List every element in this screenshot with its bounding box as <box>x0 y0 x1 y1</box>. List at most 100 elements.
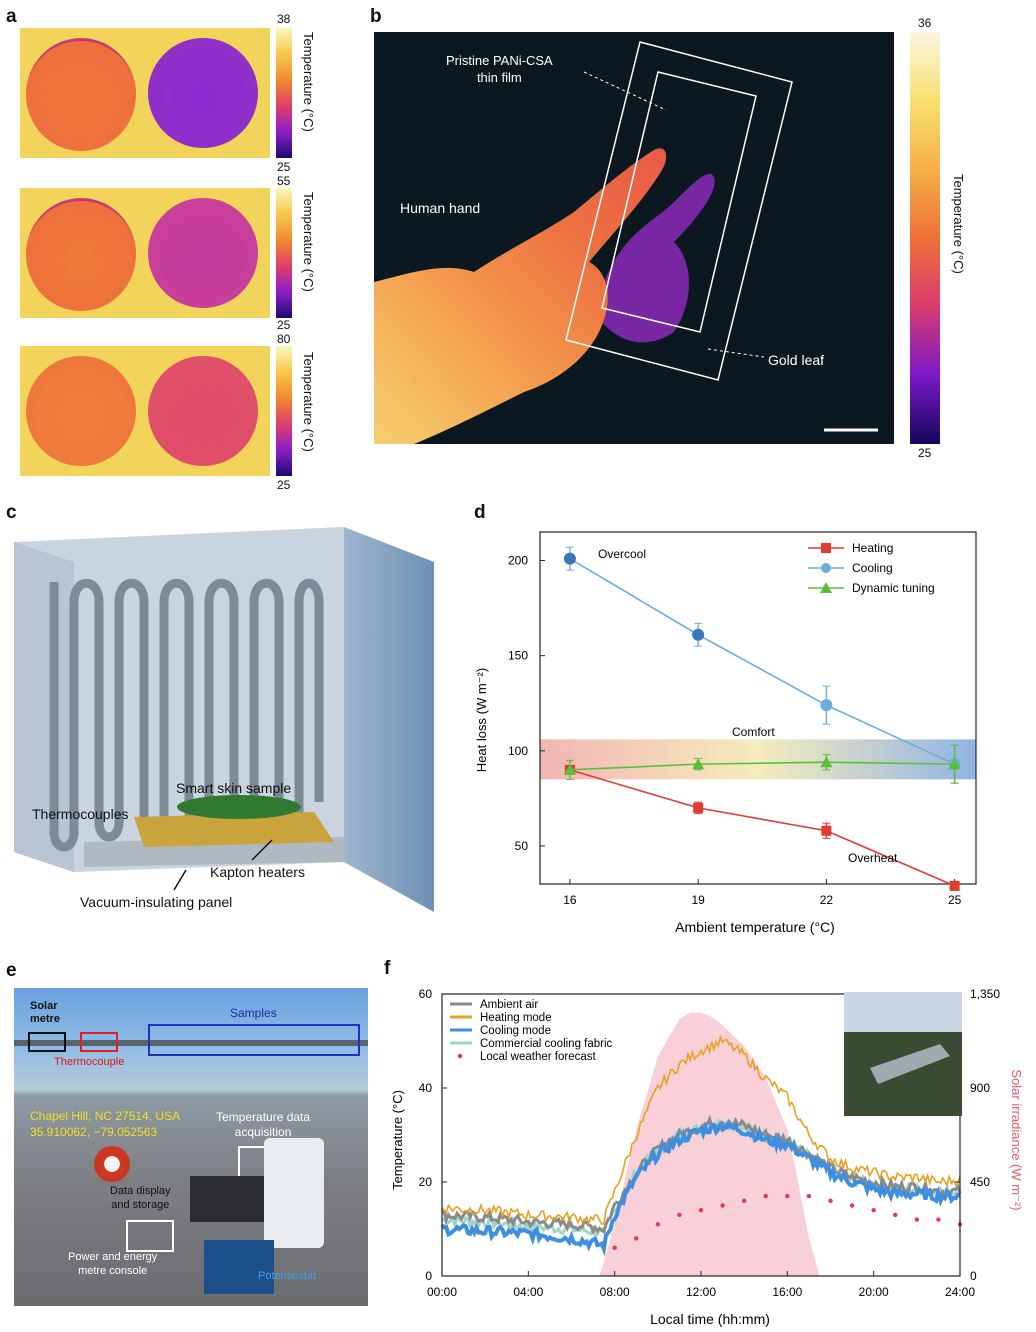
forecast-point <box>871 1208 876 1213</box>
cbar2-title: Temperature (°C) <box>301 192 316 292</box>
data-point <box>692 758 705 770</box>
location-line1: Chapel Hill, NC 27514, USA <box>30 1109 181 1123</box>
legend-label: Cooling <box>852 561 893 575</box>
hand-label: Human hand <box>400 200 481 216</box>
data-point <box>563 552 576 565</box>
x-tick-label: 20:00 <box>859 1285 889 1299</box>
inset-rack <box>870 1044 950 1084</box>
display-label: Data display and storage <box>110 1184 171 1212</box>
forecast-point <box>677 1212 682 1218</box>
forecast-point <box>785 1193 790 1199</box>
legend-marker <box>821 563 831 573</box>
cbar2-min: 25 <box>277 318 291 332</box>
acq-line2: acquisition <box>234 1125 292 1139</box>
disc-right <box>148 38 258 148</box>
panel-f-label: f <box>384 958 391 979</box>
series-line <box>569 761 955 771</box>
x-tick-label: 16:00 <box>772 1285 802 1299</box>
film-label-line1: Pristine PANi-CSA <box>446 53 553 68</box>
x-tick-label: 08:00 <box>600 1285 630 1299</box>
chamber-left-wall <box>14 542 74 872</box>
y2-axis-title: Solar irradiance (W m⁻²) <box>1009 1069 1024 1210</box>
outer-frame <box>565 41 793 381</box>
series-group <box>563 546 961 891</box>
series-dynamic-tuning <box>563 744 961 784</box>
chamber-illustration: Smart skin sample Thermocouples Kapton h… <box>14 522 444 922</box>
display-line1: Data display <box>110 1185 171 1197</box>
series-local-weather-forecast <box>612 1193 963 1250</box>
vacuum-label: Vacuum-insulating panel <box>80 894 233 910</box>
legend-label: Dynamic tuning <box>852 581 935 595</box>
film-label: Pristine PANi-CSA thin film <box>446 52 553 86</box>
forecast-point <box>849 1203 855 1208</box>
cbar1-max: 38 <box>277 12 291 26</box>
series-group <box>440 1034 963 1257</box>
colorbar-1 <box>276 28 292 158</box>
solar-label-line2: metre <box>30 1013 60 1025</box>
forecast-point <box>914 1217 920 1222</box>
film-label-line2: thin film <box>476 70 522 85</box>
y-tick-label: 20 <box>419 1175 433 1189</box>
forecast-point <box>936 1217 941 1222</box>
hand-svg <box>374 41 878 444</box>
legend-marker <box>820 582 832 593</box>
heat-loss-chart: 50 100 150 200 16 19 22 25 Heating Cooling Dynam… <box>474 531 977 935</box>
chamber-svg <box>14 527 434 912</box>
overcool-annotation: Overcool <box>598 547 646 561</box>
thermocouples-label: Thermocouples <box>32 806 129 822</box>
colorbar-3 <box>276 346 292 476</box>
gold-label: Gold leaf <box>768 352 825 368</box>
x-tick-label: 22 <box>820 893 834 907</box>
thermocouple-box <box>80 1032 118 1052</box>
solar-label: Solar metre <box>30 1000 60 1026</box>
legend-label: Local weather forecast <box>480 1051 597 1063</box>
cbar3-title: Temperature (°C) <box>301 352 316 452</box>
cbar-b-min: 25 <box>918 446 932 460</box>
hand-shape <box>374 148 667 444</box>
forecast-point <box>655 1222 661 1227</box>
display-line2: and storage <box>111 1199 170 1211</box>
data-point <box>820 699 833 712</box>
comfort-band-rect <box>540 739 976 780</box>
y2-tick-label: 0 <box>970 1269 977 1283</box>
plot-frame <box>539 531 977 885</box>
thermal-image-2 <box>20 188 270 318</box>
instrument <box>264 1138 324 1248</box>
gold-pointer <box>707 348 765 358</box>
colorbar-b <box>910 32 940 444</box>
x-tick-label: 00:00 <box>427 1285 457 1299</box>
series-heating-mode <box>441 1034 961 1226</box>
kapton-label: Kapton heaters <box>210 864 305 880</box>
forecast-point <box>698 1208 704 1213</box>
power-box <box>126 1220 174 1252</box>
thermal-image-3 <box>20 346 270 476</box>
smart-skin-label: Smart skin sample <box>176 780 292 796</box>
location-line2: 35.910062, −79.052563 <box>30 1125 158 1139</box>
y-tick-label: 60 <box>419 987 433 1001</box>
y-tick-label: 150 <box>508 649 528 663</box>
forecast-point <box>634 1236 639 1241</box>
data-point <box>563 763 576 775</box>
cbar1-title: Temperature (°C) <box>301 32 316 132</box>
samples-label: Samples <box>230 1006 277 1020</box>
forecast-point <box>828 1198 833 1203</box>
laptop-icon <box>190 1176 270 1222</box>
y2-tick-label: 900 <box>970 1081 990 1095</box>
power-line2: metre console <box>78 1265 148 1277</box>
data-point <box>693 802 704 813</box>
y-tick-label: 0 <box>425 1269 432 1283</box>
panel-a-label: a <box>6 6 17 27</box>
location-label: Chapel Hill, NC 27514, USA 35.910062, −7… <box>30 1108 180 1140</box>
thermal-image-1 <box>20 28 270 158</box>
disc-left <box>26 356 136 466</box>
overheat-annotation: Overheat <box>848 851 898 865</box>
data-point <box>821 825 832 836</box>
x-tick-label: 25 <box>948 893 962 907</box>
hand-reflection <box>594 173 715 343</box>
kapton-heaters <box>134 812 334 847</box>
y2-tick-label: 450 <box>970 1175 990 1189</box>
thermal-hand-image: Pristine PANi-CSA thin film Human hand G… <box>374 32 894 444</box>
series-heating <box>564 764 960 891</box>
x-ticks: 00:00 04:00 08:00 12:00 16:00 20:00 24:00 <box>427 1271 975 1299</box>
cbar3-max: 80 <box>277 332 291 346</box>
